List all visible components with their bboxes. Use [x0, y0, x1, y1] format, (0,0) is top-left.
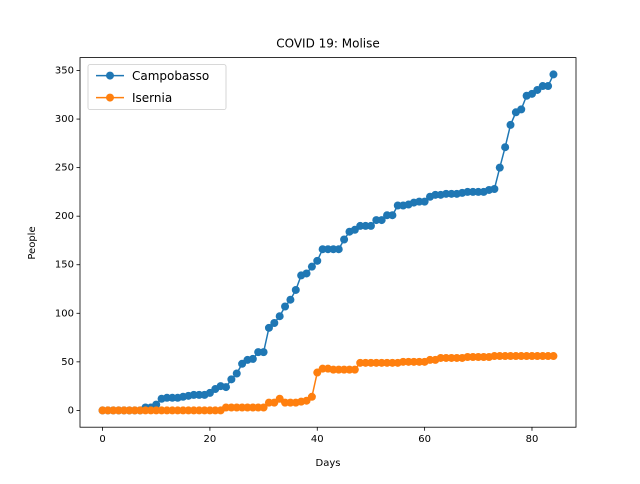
data-point	[377, 216, 386, 225]
legend-marker	[106, 93, 114, 102]
data-point	[549, 70, 558, 79]
data-point	[307, 392, 316, 401]
data-point	[307, 262, 316, 271]
data-point	[313, 256, 322, 265]
data-point	[366, 221, 375, 230]
data-point	[350, 365, 359, 374]
x-tick-label: 0	[99, 434, 105, 445]
legend-label: Campobasso	[132, 69, 209, 83]
x-tick-label: 20	[204, 434, 217, 445]
data-point	[248, 354, 257, 363]
chart-title: COVID 19: Molise	[276, 37, 380, 51]
data-point	[334, 245, 343, 254]
data-point	[281, 302, 290, 311]
data-point	[286, 295, 295, 304]
data-point	[291, 285, 300, 294]
data-point	[517, 105, 526, 114]
data-point	[506, 120, 515, 129]
x-tick-label: 40	[311, 434, 324, 445]
y-tick-label: 150	[55, 260, 74, 271]
y-tick-label: 250	[55, 163, 74, 174]
x-tick-label: 60	[418, 434, 431, 445]
y-tick-label: 350	[55, 66, 74, 77]
data-point	[544, 82, 553, 91]
data-point	[222, 383, 231, 392]
legend-label: Isernia	[132, 91, 172, 105]
data-point	[227, 375, 236, 384]
plot-frame	[79, 57, 577, 428]
data-point	[270, 319, 279, 328]
data-point	[232, 369, 241, 378]
data-point	[501, 143, 510, 152]
data-point	[490, 184, 499, 193]
x-tick-label: 80	[526, 434, 539, 445]
y-tick-label: 200	[55, 211, 74, 222]
data-point	[420, 197, 429, 206]
data-point	[388, 211, 397, 220]
y-tick-label: 0	[68, 405, 74, 416]
data-point	[302, 269, 311, 278]
y-tick-label: 300	[55, 114, 74, 125]
y-tick-label: 100	[55, 308, 74, 319]
data-point	[259, 348, 268, 357]
x-axis-label: Days	[316, 458, 341, 469]
data-point	[340, 235, 349, 244]
data-point	[152, 400, 161, 409]
data-point	[495, 163, 504, 172]
legend-marker	[106, 71, 114, 80]
data-point	[259, 403, 268, 412]
y-tick-label: 50	[61, 357, 74, 368]
data-point	[275, 312, 284, 321]
data-point	[264, 323, 273, 332]
y-axis-label: People	[27, 226, 38, 259]
data-point	[549, 352, 558, 361]
